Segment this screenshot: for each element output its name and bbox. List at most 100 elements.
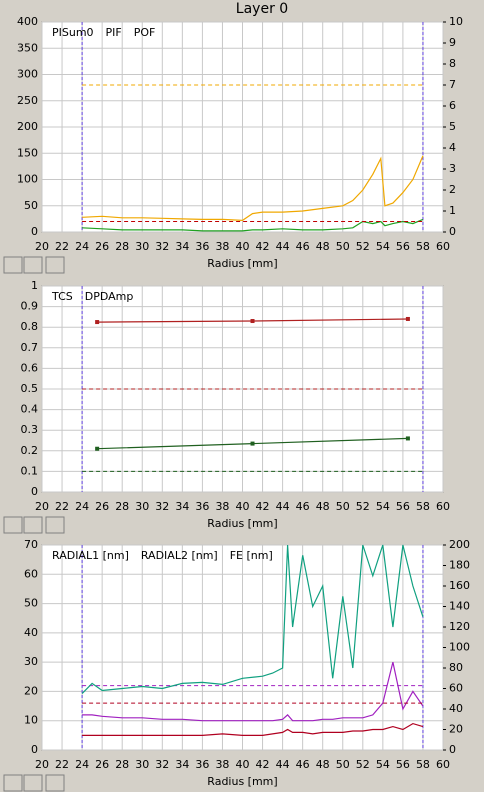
x-tick-label: 58 — [416, 758, 430, 771]
data-point — [250, 441, 255, 446]
x-tick-label: 56 — [396, 758, 410, 771]
y2-tick-label: 1 — [449, 204, 456, 217]
y2-tick-label: 100 — [449, 641, 470, 654]
x-tick-label: 46 — [296, 758, 310, 771]
x-tick-label: 44 — [276, 240, 290, 253]
x-tick-label: 58 — [416, 240, 430, 253]
x-tick-label: 22 — [55, 500, 69, 513]
legend-entry: DPDAmp — [85, 290, 134, 303]
x-tick-label: 28 — [115, 500, 129, 513]
x-tick-label: 40 — [236, 500, 250, 513]
y-tick-label: 0.1 — [21, 464, 39, 477]
y2-tick-label: 140 — [449, 600, 470, 613]
y2-tick-label: 200 — [449, 538, 470, 551]
y-tick-label: 50 — [24, 199, 38, 212]
tool-button[interactable] — [45, 774, 65, 792]
y-tick-label: 0.7 — [21, 341, 39, 354]
y2-tick-label: 4 — [449, 141, 456, 154]
x-tick-label: 46 — [296, 240, 310, 253]
tool-button[interactable] — [45, 516, 65, 534]
tool-button[interactable] — [3, 774, 23, 792]
x-tick-label: 30 — [135, 758, 149, 771]
x-tick-label: 44 — [276, 758, 290, 771]
legend-entry: POF — [134, 26, 156, 39]
y2-tick-label: 40 — [449, 702, 463, 715]
x-tick-label: 42 — [256, 500, 270, 513]
tool-button[interactable] — [45, 256, 65, 274]
y-tick-label: 300 — [17, 68, 38, 81]
y-tick-label: 0 — [31, 485, 38, 498]
x-tick-label: 32 — [155, 758, 169, 771]
x-tick-label: 54 — [376, 758, 390, 771]
x-tick-label: 34 — [175, 758, 189, 771]
tool-button[interactable] — [23, 516, 43, 534]
series-line — [82, 661, 424, 722]
y2-tick-label: 9 — [449, 36, 456, 49]
x-tick-label: 42 — [256, 240, 270, 253]
y-tick-label: 1 — [31, 279, 38, 292]
x-tick-label: 56 — [396, 240, 410, 253]
series-line — [82, 155, 424, 222]
x-tick-label: 20 — [35, 758, 49, 771]
x-tick-label: 24 — [75, 758, 89, 771]
y-tick-label: 0.6 — [21, 361, 39, 374]
y2-tick-label: 7 — [449, 78, 456, 91]
y-tick-label: 70 — [24, 538, 38, 551]
data-point — [250, 319, 255, 324]
y-tick-label: 40 — [24, 626, 38, 639]
x-tick-label: 60 — [436, 758, 450, 771]
data-point — [405, 316, 410, 321]
x-tick-label: 26 — [95, 758, 109, 771]
y-tick-label: 20 — [24, 684, 38, 697]
y2-tick-label: 8 — [449, 57, 456, 70]
y2-tick-label: 80 — [449, 661, 463, 674]
y-tick-label: 10 — [24, 714, 38, 727]
y2-tick-label: 0 — [449, 743, 456, 756]
data-point — [95, 446, 100, 451]
legend-entry: TCS — [51, 290, 73, 303]
x-axis-label: Radius [mm] — [207, 517, 277, 530]
legend-entry: RADIAL2 [nm] — [141, 549, 218, 562]
x-tick-label: 52 — [356, 758, 370, 771]
x-tick-label: 26 — [95, 500, 109, 513]
y-tick-label: 150 — [17, 146, 38, 159]
tool-button[interactable] — [23, 774, 43, 792]
x-tick-label: 46 — [296, 500, 310, 513]
tool-button[interactable] — [23, 256, 43, 274]
chart: 20 22 24 26 28 30 32 34 36 38 40 42 44 46 48 50 52 54 56 58… — [3, 279, 450, 534]
y-tick-label: 350 — [17, 41, 38, 54]
series-line — [82, 722, 424, 736]
x-tick-label: 48 — [316, 500, 330, 513]
data-point — [95, 320, 100, 325]
legend-entry: RADIAL1 [nm] — [52, 549, 129, 562]
series-line — [81, 544, 424, 695]
x-tick-label: 40 — [236, 758, 250, 771]
legend-entry: PIF — [106, 26, 122, 39]
y-tick-label: 0.4 — [21, 403, 39, 416]
y-tick-label: 0.5 — [21, 382, 39, 395]
x-tick-label: 56 — [396, 500, 410, 513]
y2-tick-label: 10 — [449, 15, 463, 28]
x-tick-label: 36 — [195, 500, 209, 513]
y-tick-label: 250 — [17, 94, 38, 107]
x-tick-label: 28 — [115, 240, 129, 253]
y-tick-label: 0.3 — [21, 423, 39, 436]
x-axis-label: Radius [mm] — [207, 257, 277, 270]
x-tick-label: 22 — [55, 758, 69, 771]
x-tick-label: 34 — [175, 500, 189, 513]
y-tick-label: 0.2 — [21, 444, 39, 457]
x-tick-label: 50 — [336, 500, 350, 513]
x-tick-label: 28 — [115, 758, 129, 771]
x-tick-label: 32 — [155, 240, 169, 253]
x-tick-label: 38 — [215, 500, 229, 513]
x-tick-label: 52 — [356, 500, 370, 513]
y-tick-label: 0.9 — [21, 300, 39, 313]
y-tick-label: 0 — [31, 743, 38, 756]
x-tick-label: 54 — [376, 500, 390, 513]
tool-button[interactable] — [3, 256, 23, 274]
tool-button[interactable] — [3, 516, 23, 534]
x-tick-label: 36 — [195, 758, 209, 771]
y-tick-label: 60 — [24, 567, 38, 580]
y2-tick-label: 6 — [449, 99, 456, 112]
legend-entry: PISum0 — [52, 26, 94, 39]
